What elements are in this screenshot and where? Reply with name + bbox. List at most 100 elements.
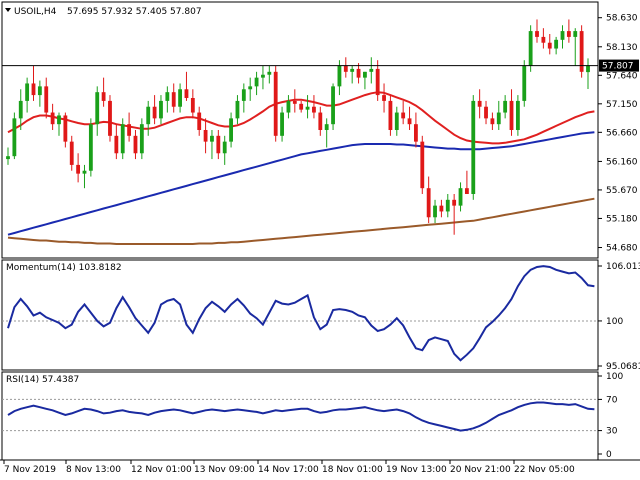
candle-body [350,68,355,72]
candle-body [241,89,246,101]
candle-body [37,86,42,96]
candle-body [114,135,119,154]
rsi-y-tick-label: 0 [606,450,612,460]
candle-body [426,188,431,218]
candle-body [541,36,546,43]
candle-body [6,156,10,160]
candle-body [127,124,132,136]
candle-body [560,31,565,40]
candle-body [101,92,106,101]
main-pane-border [1,1,599,259]
candle-body [197,112,202,130]
candle-body [439,205,444,212]
chart-title-symbol: USOIL,H4 [14,7,57,17]
candle-body [579,31,584,72]
candle-body [363,71,367,78]
candle-body [324,124,329,130]
candle-body [586,65,590,73]
candle-body [178,89,182,107]
candle-body [375,68,380,96]
mom-pane-border [1,259,599,371]
ma-short-line [7,91,595,145]
candle-body [414,124,418,142]
candle-body [88,124,93,171]
candle-body [229,118,233,142]
chart-title-ohlc: 57.695 57.932 57.405 57.807 [67,7,202,17]
ma-mid-line [7,131,595,236]
candle-body [305,106,310,110]
candle-body [44,86,49,113]
candle-body [108,100,112,136]
candle-body [464,188,469,194]
candle-body [388,100,393,130]
candle-body [292,100,297,104]
rsi-title: RSI(14) 57.4387 [6,375,79,385]
main-y-tick-label: 56.660 [606,128,638,138]
candle-body [165,92,170,101]
candle-body [471,100,476,194]
candle-body [63,115,68,142]
candle-body [12,118,17,157]
momentum-y-tick-label: 95.0681 [606,362,640,372]
candle-body [522,66,527,101]
candle-body [382,95,386,101]
last-price-box [599,59,639,72]
x-tick-label: 19 Nov 13:00 [386,465,447,475]
candle-body [18,100,23,119]
candle-body [554,39,559,49]
candle-body [146,106,151,125]
candle-body [312,106,316,113]
candle-body [477,100,482,107]
candle-body [184,89,189,98]
candle-body [57,115,61,125]
candle-body [458,188,463,206]
candle-body [490,118,495,125]
candle-body [515,100,520,130]
main-y-tick-label: 58.630 [606,14,638,24]
candle-body [216,135,221,154]
candle-body [503,100,508,113]
candle-body [190,98,195,113]
candle-body [394,112,399,130]
candle-body [222,141,227,154]
candle-body [159,100,163,119]
candle-body [528,31,533,66]
ma-long-line [7,197,595,245]
candle-body [273,71,278,136]
candle-body [433,205,437,218]
candle-body [299,103,304,110]
candle-body [248,86,253,90]
candle-body [133,135,138,154]
candle-body [171,92,176,107]
momentum-y-tick-label: 106.0131 [606,262,640,272]
rsi-y-tick-label: 100 [606,372,623,382]
candle-body [69,141,74,165]
main-y-tick-label: 57.640 [606,71,638,81]
candle-body [420,141,425,189]
candle-body [566,31,571,37]
x-tick-label: 22 Nov 05:00 [514,465,575,475]
dropdown-triangle-icon[interactable] [5,8,11,12]
rsi-line [7,401,595,432]
candle-body [369,68,374,72]
rsi-y-tick-label: 30 [606,427,618,437]
main-y-tick-label: 56.160 [606,157,638,167]
x-tick-label: 12 Nov 01:00 [131,465,192,475]
candle-body [547,42,552,49]
candle-body [401,112,406,119]
candle-body [407,118,412,125]
momentum-y-tick-label: 100 [606,317,623,327]
candle-body [82,170,87,174]
candle-body [210,135,214,142]
candle-body [267,71,272,75]
candle-body [337,66,342,87]
candle-body [25,83,30,101]
x-tick-label: 14 Nov 17:00 [258,465,319,475]
main-y-tick-label: 55.670 [606,186,638,196]
candle-body [139,124,144,154]
candle-body [286,100,291,113]
candle-body [76,164,81,174]
candle-body [95,92,100,125]
candle-body [50,112,55,125]
candle-body [254,77,259,87]
